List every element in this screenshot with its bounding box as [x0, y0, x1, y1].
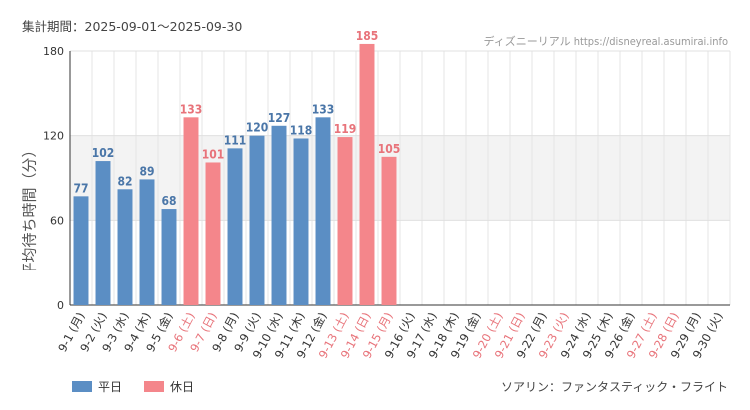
legend-item-holiday: 休日: [144, 378, 194, 395]
y-tick-label: 0: [57, 299, 64, 312]
legend: 平日 休日: [72, 378, 194, 395]
data-label: 102: [92, 146, 115, 160]
bar: [139, 179, 155, 305]
bar: [161, 209, 177, 305]
data-label: 89: [139, 164, 154, 178]
bar: [337, 137, 353, 305]
legend-item-weekday: 平日: [72, 378, 122, 395]
bar: [205, 162, 221, 305]
legend-swatch-weekday: [72, 381, 92, 392]
data-label: 127: [268, 111, 291, 125]
bar: [359, 43, 375, 305]
watermark: ディズニーリアル https://disneyreal.asumirai.inf…: [483, 35, 728, 48]
bar: [315, 117, 331, 305]
bar: [73, 196, 89, 305]
bar: [249, 135, 265, 305]
bar: [117, 189, 133, 305]
data-label: 105: [378, 142, 401, 156]
data-label: 185: [356, 29, 379, 43]
bar: [271, 125, 287, 306]
legend-swatch-holiday: [144, 381, 165, 392]
data-label: 77: [73, 181, 88, 195]
data-label: 111: [224, 133, 247, 147]
legend-label-weekday: 平日: [98, 380, 123, 394]
bar: [293, 138, 309, 305]
period-label: 集計期間：2025-09-01～2025-09-30: [22, 19, 243, 34]
bar: [183, 117, 199, 305]
bar: [227, 148, 243, 305]
data-label: 120: [246, 121, 269, 135]
data-label: 118: [290, 123, 313, 137]
bar: [95, 161, 111, 305]
legend-label-holiday: 休日: [170, 380, 195, 394]
y-tick-label: 60: [50, 214, 64, 227]
data-label: 101: [202, 147, 225, 161]
data-label: 68: [161, 194, 176, 208]
data-label: 133: [312, 102, 335, 116]
y-tick-label: 180: [43, 45, 64, 58]
data-label: 119: [334, 122, 357, 136]
data-label: 82: [117, 174, 132, 188]
y-tick-label: 120: [43, 130, 64, 143]
data-label: 133: [180, 102, 203, 116]
y-axis-label: 平均待ち時間（分）: [21, 150, 39, 270]
bar: [381, 156, 397, 305]
y-axis-label-text: 平均待ち時間（分）: [21, 150, 39, 270]
attraction-name: ソアリン：ファンタスティック・フライト: [500, 380, 728, 394]
